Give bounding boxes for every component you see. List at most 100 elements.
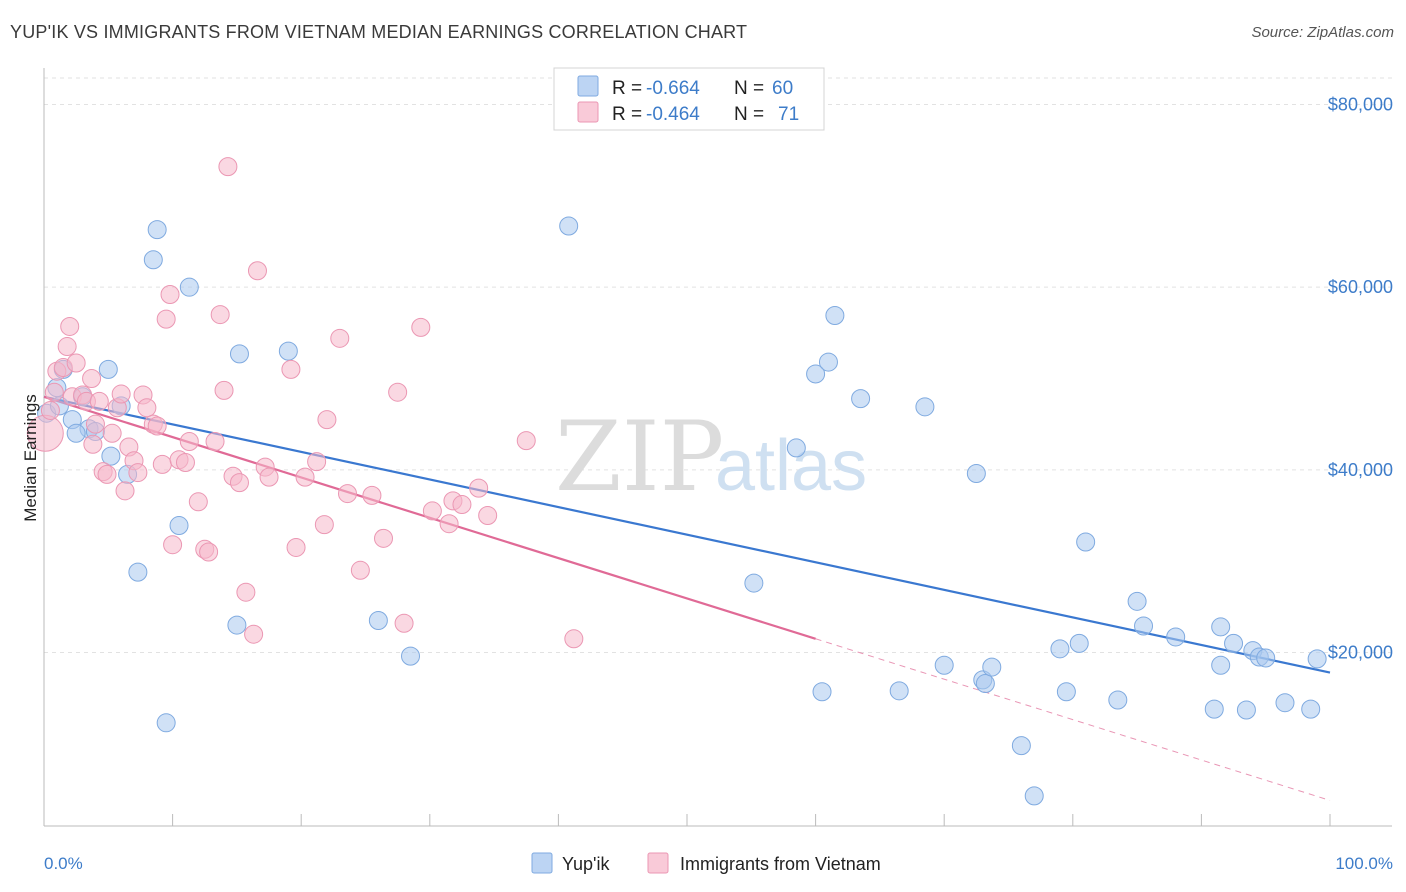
point-yupik xyxy=(401,646,421,666)
point-yupik xyxy=(143,250,163,270)
point-vietnam xyxy=(317,410,337,430)
trend-line-vietnam-extension xyxy=(815,638,1331,801)
y-tick-label: $40,000 xyxy=(1328,460,1393,480)
point-yupik xyxy=(1050,639,1070,659)
bottom-legend: Yup'ik Immigrants from Vietnam xyxy=(531,852,881,874)
point-yupik xyxy=(1256,648,1276,668)
point-yupik xyxy=(934,655,954,675)
point-vietnam xyxy=(564,629,584,649)
chart-title: YUP'IK VS IMMIGRANTS FROM VIETNAM MEDIAN… xyxy=(10,22,748,42)
x-tick-label-start: 0.0% xyxy=(44,854,83,873)
point-vietnam xyxy=(156,309,176,329)
point-yupik xyxy=(1069,633,1089,653)
point-yupik xyxy=(1236,700,1256,720)
point-vietnam xyxy=(147,416,167,436)
y-tick-label: $20,000 xyxy=(1328,642,1393,662)
point-yupik xyxy=(278,341,298,361)
bottom-legend-label-yupik: Yup'ik xyxy=(562,854,610,874)
point-vietnam xyxy=(160,284,180,304)
point-vietnam xyxy=(307,452,327,472)
legend-swatch-yupik xyxy=(577,75,599,97)
point-vietnam xyxy=(85,414,105,434)
watermark-atlas: atlas xyxy=(715,426,867,506)
legend-box: R = -0.664 N = 60 R = -0.464 N = 71 xyxy=(553,67,825,131)
point-vietnam xyxy=(330,328,350,348)
point-yupik xyxy=(825,305,845,325)
point-yupik xyxy=(1134,616,1154,636)
point-vietnam xyxy=(314,515,334,535)
point-yupik xyxy=(128,562,148,582)
point-yupik xyxy=(1056,682,1076,702)
point-vietnam xyxy=(362,485,382,505)
point-vietnam xyxy=(210,305,230,325)
point-vietnam xyxy=(44,382,64,402)
point-yupik xyxy=(1211,655,1231,675)
point-vietnam xyxy=(337,484,357,504)
point-vietnam xyxy=(89,391,109,411)
legend-n-label: N = xyxy=(734,78,764,99)
point-yupik xyxy=(179,277,199,297)
point-vietnam xyxy=(128,463,148,483)
point-yupik xyxy=(812,682,832,702)
point-yupik xyxy=(1108,690,1128,710)
point-vietnam xyxy=(152,454,172,474)
point-yupik xyxy=(368,611,388,631)
point-vietnam xyxy=(244,624,264,644)
point-vietnam xyxy=(82,369,102,389)
point-yupik xyxy=(1076,532,1096,552)
point-vietnam xyxy=(374,528,394,548)
point-yupik xyxy=(1127,591,1147,611)
point-vietnam xyxy=(179,432,199,452)
legend-r-label: R = xyxy=(612,78,642,99)
point-vietnam xyxy=(422,501,442,521)
point-yupik xyxy=(98,359,118,379)
tick-labels: $20,000 $40,000 $60,000 $80,000 0.0% 100.0% xyxy=(44,95,1393,873)
data-points xyxy=(26,157,1327,806)
point-yupik xyxy=(559,216,579,236)
point-yupik xyxy=(744,573,764,593)
point-vietnam xyxy=(188,492,208,512)
point-vietnam xyxy=(247,261,267,281)
bottom-legend-label-vietnam: Immigrants from Vietnam xyxy=(680,854,881,874)
point-vietnam xyxy=(40,400,60,420)
point-vietnam xyxy=(83,434,103,454)
point-vietnam xyxy=(350,560,370,580)
point-vietnam xyxy=(281,359,301,379)
point-vietnam xyxy=(259,467,279,487)
point-vietnam xyxy=(286,537,306,557)
point-vietnam xyxy=(478,505,498,525)
point-yupik xyxy=(101,446,121,466)
source-label: Source: ZipAtlas.com xyxy=(1251,24,1394,41)
point-vietnam xyxy=(137,398,157,418)
point-yupik xyxy=(1204,699,1224,719)
legend-r-value-yupik: -0.664 xyxy=(646,78,700,99)
point-vietnam xyxy=(218,157,238,177)
legend-swatch-vietnam xyxy=(577,101,599,123)
point-vietnam xyxy=(163,535,183,555)
point-yupik xyxy=(229,344,249,364)
point-vietnam xyxy=(214,380,234,400)
point-yupik xyxy=(1224,633,1244,653)
point-yupik xyxy=(156,713,176,733)
point-yupik xyxy=(851,389,871,409)
point-yupik xyxy=(806,364,826,384)
point-yupik xyxy=(66,423,86,443)
y-tick-label: $80,000 xyxy=(1328,95,1393,115)
point-yupik xyxy=(818,352,838,372)
point-vietnam xyxy=(411,317,431,337)
point-vietnam xyxy=(295,467,315,487)
grid-lines xyxy=(44,77,1392,653)
point-yupik xyxy=(1301,699,1321,719)
point-vietnam xyxy=(57,337,77,357)
point-vietnam xyxy=(236,582,256,602)
legend-n-label-2: N = xyxy=(734,104,764,125)
point-yupik xyxy=(1011,736,1031,756)
point-yupik xyxy=(1166,627,1186,647)
point-yupik xyxy=(786,438,806,458)
watermark-zip: ZIP xyxy=(555,401,724,513)
watermark: ZIP atlas xyxy=(555,401,867,513)
point-vietnam xyxy=(199,542,219,562)
point-vietnam xyxy=(516,431,536,451)
point-vietnam xyxy=(60,316,80,336)
